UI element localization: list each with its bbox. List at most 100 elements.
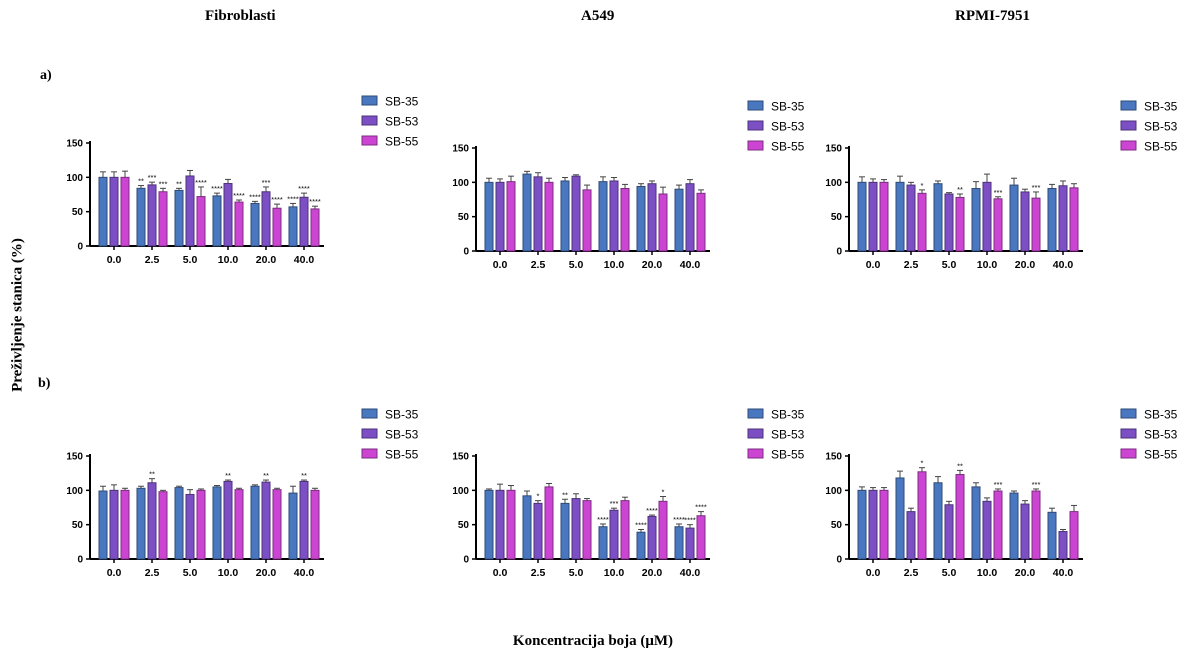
significance-label: ****	[287, 194, 299, 203]
bar-sb-55	[544, 486, 554, 560]
legend-swatch-sb-35	[1120, 100, 1137, 111]
significance-label: **	[562, 490, 568, 499]
bar-sb-55	[120, 489, 130, 560]
bar-sb-53	[223, 480, 233, 560]
significance-label: ***	[148, 173, 157, 182]
x-tick-label: 20.0	[1015, 259, 1036, 271]
bar-sb-35	[98, 176, 108, 247]
row-label-b: b)	[38, 376, 51, 391]
y-tick-label: 150	[825, 144, 842, 155]
legend-label-sb-53: SB-53	[385, 115, 419, 129]
x-tick-label: 5.0	[183, 254, 198, 266]
bar-sb-55	[582, 500, 592, 560]
bar-sb-35	[857, 489, 867, 560]
bar-sb-53	[185, 493, 195, 560]
bar-sb-35	[212, 486, 222, 560]
bar-sb-53	[147, 482, 157, 560]
x-tick-label: 0.0	[866, 567, 881, 579]
bar-sb-53	[533, 502, 543, 560]
y-tick-label: 0	[836, 247, 842, 258]
bar-sb-55	[1069, 187, 1079, 252]
x-tick-label: 0.0	[493, 259, 508, 271]
bar-sb-55	[272, 207, 282, 247]
y-tick-label: 50	[831, 212, 843, 223]
significance-label: ****	[298, 184, 310, 193]
bar-sb-55	[544, 181, 554, 252]
x-tick-label: 2.5	[904, 259, 919, 271]
x-tick-label: 40.0	[680, 259, 701, 271]
y-tick-label: 100	[825, 486, 842, 497]
bar-sb-55	[1031, 490, 1041, 560]
significance-label: ****	[233, 191, 245, 200]
legend-label-sb-53: SB-53	[1144, 120, 1178, 134]
bar-sb-53	[906, 184, 916, 252]
y-tick-label: 150	[452, 452, 469, 463]
bar-sb-55	[879, 489, 889, 560]
legend-label-sb-35: SB-35	[771, 408, 805, 422]
bar-sb-35	[174, 487, 184, 560]
bar-sb-53	[1058, 185, 1068, 252]
bar-sb-53	[609, 180, 619, 252]
legend-swatch-sb-53	[361, 428, 378, 439]
bar-sb-55	[196, 489, 206, 560]
x-tick-label: 10.0	[604, 259, 625, 271]
legend-swatch-sb-53	[747, 120, 764, 131]
bar-sb-35	[560, 502, 570, 560]
x-tick-label: 5.0	[942, 259, 957, 271]
bar-sb-35	[895, 477, 905, 560]
significance-label: **	[301, 471, 307, 480]
y-tick-label: 50	[458, 520, 470, 531]
legend-swatch-sb-55	[747, 140, 764, 151]
significance-label: ****	[249, 192, 261, 201]
bar-sb-55	[120, 176, 130, 247]
x-tick-label: 10.0	[977, 567, 998, 579]
bar-sb-35	[674, 526, 684, 560]
chart-a-rpmi-7951: 0 50 100 150 0.0 * 2.5 ** 5.0 *** 10.0 *** 20.0 40.0 S…	[825, 100, 1178, 272]
legend-swatch-sb-35	[747, 100, 764, 111]
bar-sb-53	[944, 193, 954, 252]
significance-label: ****	[211, 184, 223, 193]
bar-sb-35	[522, 173, 532, 252]
bar-sb-53	[147, 184, 157, 247]
y-axis-title: Preživljenje stanica (%)	[9, 238, 26, 392]
legend-swatch-sb-53	[1120, 428, 1137, 439]
bar-sb-55	[696, 192, 706, 252]
legend-swatch-sb-55	[1120, 448, 1137, 459]
bar-sb-35	[288, 206, 298, 247]
y-tick-label: 100	[452, 486, 469, 497]
bar-sb-35	[598, 526, 608, 560]
legend-label-sb-35: SB-35	[385, 408, 419, 422]
significance-label: **	[225, 471, 231, 480]
bar-sb-35	[288, 492, 298, 560]
bar-sb-55	[620, 500, 630, 560]
y-tick-label: 0	[836, 555, 842, 566]
bar-sb-35	[98, 490, 108, 560]
bar-sb-55	[158, 191, 168, 247]
bar-sb-35	[933, 183, 943, 252]
legend-swatch-sb-35	[361, 95, 378, 106]
legend-label-sb-35: SB-35	[771, 100, 805, 114]
bar-sb-35	[560, 180, 570, 252]
bar-sb-35	[1047, 511, 1057, 560]
bar-sb-35	[1009, 184, 1019, 252]
significance-label: ***	[159, 179, 168, 188]
legend-label-sb-53: SB-53	[385, 428, 419, 442]
y-tick-label: 150	[66, 139, 83, 150]
bar-sb-35	[933, 482, 943, 560]
significance-label: *	[537, 492, 540, 501]
x-tick-label: 2.5	[531, 259, 546, 271]
bar-sb-35	[636, 531, 646, 560]
bar-sb-53	[982, 181, 992, 252]
bar-sb-55	[879, 181, 889, 252]
significance-label: **	[138, 177, 144, 186]
legend-swatch-sb-35	[747, 408, 764, 419]
chart-b-a549: 0501001500.0*2.5**5.0*******10.0********…	[452, 408, 805, 580]
bar-sb-55	[993, 490, 1003, 560]
y-tick-label: 50	[458, 212, 470, 223]
bar-sb-53	[261, 191, 271, 247]
significance-label: **	[263, 471, 269, 480]
y-tick-label: 50	[72, 207, 84, 218]
x-tick-label: 5.0	[183, 567, 198, 579]
x-tick-label: 2.5	[145, 567, 160, 579]
legend-label-sb-55: SB-55	[385, 448, 419, 462]
